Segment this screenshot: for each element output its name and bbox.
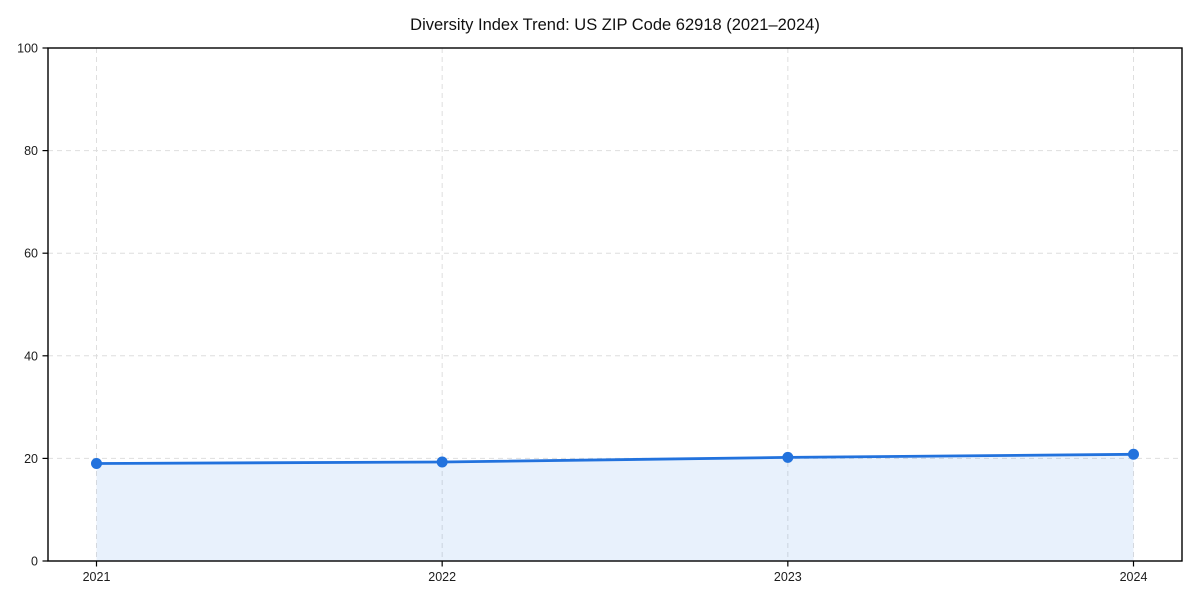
y-tick-label-20: 20 <box>24 452 38 466</box>
y-tick-label-60: 60 <box>24 247 38 261</box>
plot-border <box>47 47 1183 562</box>
x-tick-label-2023: 2023 <box>774 570 802 584</box>
trend-line-series <box>91 448 1139 470</box>
data-point-2023 <box>782 451 794 463</box>
x-tick-label-2021: 2021 <box>83 570 111 584</box>
y-tick-label-80: 80 <box>24 144 38 158</box>
area-fill <box>96 454 1134 561</box>
trend-line <box>95 452 1135 465</box>
y-tick-label-40: 40 <box>24 349 38 363</box>
axis-tick-labels: 0 20 40 60 80 100 2021 2022 2023 2024 <box>17 42 1147 585</box>
data-point-2021 <box>91 458 102 470</box>
y-tick-label-0: 0 <box>31 555 38 569</box>
area-fill-path <box>96 454 1134 561</box>
y-tick-label-100: 100 <box>17 42 38 56</box>
x-tick-label-2024: 2024 <box>1120 570 1148 584</box>
chart-title: Diversity Index Trend: US ZIP Code 62918… <box>410 16 820 34</box>
axis-tick-marks <box>42 47 1135 567</box>
data-point-2024 <box>1128 448 1139 460</box>
x-tick-label-2022: 2022 <box>428 570 456 584</box>
data-point-2022 <box>436 456 448 468</box>
